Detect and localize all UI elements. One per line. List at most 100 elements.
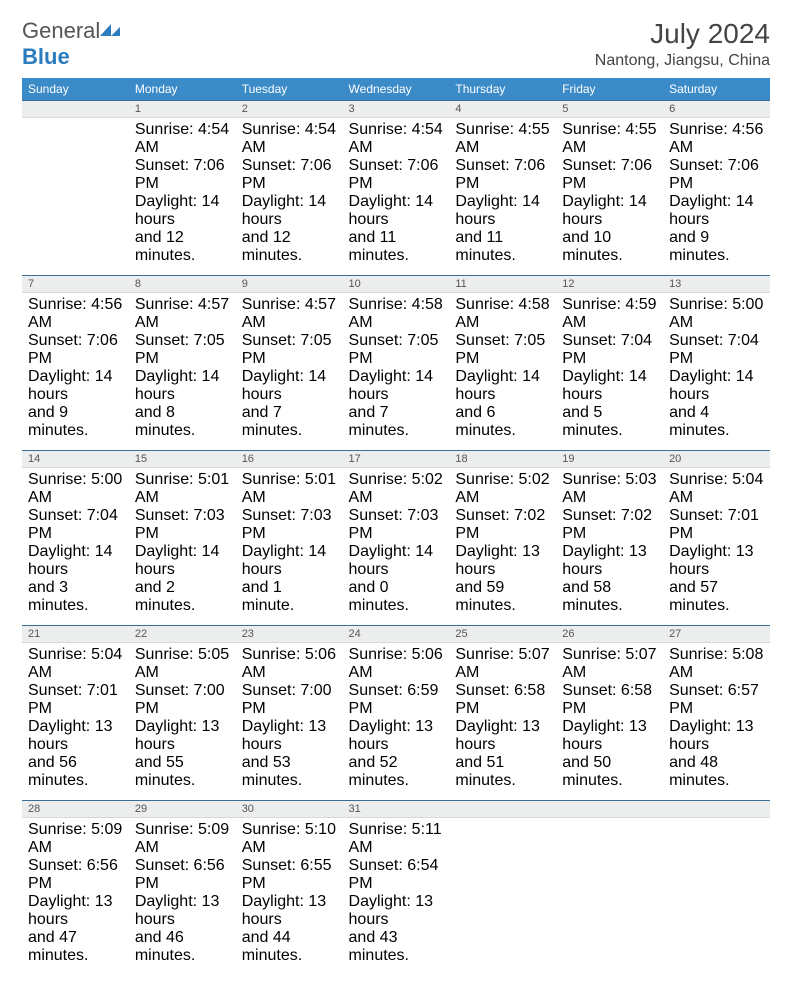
day-info-line: Sunrise: 5:01 AM — [242, 471, 337, 507]
day-header: Monday — [129, 78, 236, 101]
day-info-line: Sunrise: 4:57 AM — [242, 296, 337, 332]
day-number: 23 — [236, 626, 343, 643]
day-cell: Sunrise: 5:06 AMSunset: 6:59 PMDaylight:… — [343, 643, 450, 801]
day-cell: Sunrise: 4:58 AMSunset: 7:05 PMDaylight:… — [343, 293, 450, 451]
day-number: 22 — [129, 626, 236, 643]
day-info-line: and 11 minutes. — [455, 229, 550, 265]
day-header: Friday — [556, 78, 663, 101]
day-info-line: and 7 minutes. — [242, 404, 337, 440]
day-info-line: Sunrise: 4:58 AM — [349, 296, 444, 332]
day-number: 17 — [343, 451, 450, 468]
day-info-line: Sunrise: 5:04 AM — [669, 471, 764, 507]
day-number: 4 — [449, 101, 556, 118]
day-info-line: Daylight: 13 hours — [349, 718, 444, 754]
day-info-line: Sunset: 7:06 PM — [28, 332, 123, 368]
day-number — [449, 801, 556, 818]
day-info-line: Daylight: 13 hours — [669, 543, 764, 579]
day-number: 14 — [22, 451, 129, 468]
logo-triangle-icon — [100, 22, 122, 38]
day-info-line: Daylight: 14 hours — [349, 543, 444, 579]
day-header: Thursday — [449, 78, 556, 101]
day-info-line: and 43 minutes. — [349, 929, 444, 965]
day-cell: Sunrise: 4:58 AMSunset: 7:05 PMDaylight:… — [449, 293, 556, 451]
day-info-line: Daylight: 13 hours — [242, 718, 337, 754]
day-header: Tuesday — [236, 78, 343, 101]
day-content-row: Sunrise: 4:56 AMSunset: 7:06 PMDaylight:… — [22, 293, 770, 451]
day-number: 18 — [449, 451, 556, 468]
day-cell: Sunrise: 5:01 AMSunset: 7:03 PMDaylight:… — [129, 468, 236, 626]
day-info-line: and 46 minutes. — [135, 929, 230, 965]
day-number: 25 — [449, 626, 556, 643]
day-info-line: Sunrise: 4:57 AM — [135, 296, 230, 332]
day-header: Saturday — [663, 78, 770, 101]
day-info-line: Daylight: 13 hours — [562, 543, 657, 579]
page-title: July 2024 — [595, 18, 770, 50]
day-cell: Sunrise: 5:08 AMSunset: 6:57 PMDaylight:… — [663, 643, 770, 801]
day-cell: Sunrise: 5:02 AMSunset: 7:02 PMDaylight:… — [449, 468, 556, 626]
day-info-line: Sunrise: 5:07 AM — [455, 646, 550, 682]
day-cell: Sunrise: 4:55 AMSunset: 7:06 PMDaylight:… — [449, 118, 556, 276]
day-number: 16 — [236, 451, 343, 468]
day-cell: Sunrise: 4:56 AMSunset: 7:06 PMDaylight:… — [663, 118, 770, 276]
day-cell: Sunrise: 5:07 AMSunset: 6:58 PMDaylight:… — [556, 643, 663, 801]
day-number: 2 — [236, 101, 343, 118]
day-info-line: and 57 minutes. — [669, 579, 764, 615]
day-number: 6 — [663, 101, 770, 118]
day-info-line: and 58 minutes. — [562, 579, 657, 615]
day-info-line: Daylight: 14 hours — [669, 368, 764, 404]
day-info-line: Sunset: 7:01 PM — [669, 507, 764, 543]
day-info-line: Sunset: 7:06 PM — [455, 157, 550, 193]
day-number: 3 — [343, 101, 450, 118]
day-cell: Sunrise: 4:57 AMSunset: 7:05 PMDaylight:… — [236, 293, 343, 451]
day-info-line: Sunset: 6:56 PM — [28, 857, 123, 893]
day-cell: Sunrise: 5:11 AMSunset: 6:54 PMDaylight:… — [343, 818, 450, 976]
day-info-line: and 12 minutes. — [242, 229, 337, 265]
day-number: 7 — [22, 276, 129, 293]
logo-text-1: General — [22, 18, 100, 43]
day-number-row: 78910111213 — [22, 276, 770, 293]
day-info-line: Sunrise: 5:05 AM — [135, 646, 230, 682]
logo-text: GeneralBlue — [22, 18, 122, 70]
calendar-page: GeneralBlue July 2024 Nantong, Jiangsu, … — [0, 0, 792, 993]
day-info-line: and 44 minutes. — [242, 929, 337, 965]
day-number-row: 123456 — [22, 101, 770, 118]
day-number-row: 21222324252627 — [22, 626, 770, 643]
day-info-line: Daylight: 14 hours — [669, 193, 764, 229]
day-info-line: Sunset: 6:54 PM — [349, 857, 444, 893]
day-cell: Sunrise: 5:06 AMSunset: 7:00 PMDaylight:… — [236, 643, 343, 801]
day-info-line: Sunset: 7:06 PM — [562, 157, 657, 193]
day-info-line: Sunrise: 5:04 AM — [28, 646, 123, 682]
day-info-line: and 3 minutes. — [28, 579, 123, 615]
day-info-line: Daylight: 14 hours — [562, 193, 657, 229]
day-info-line: Daylight: 14 hours — [28, 543, 123, 579]
day-info-line: Sunrise: 5:06 AM — [349, 646, 444, 682]
day-info-line: Sunrise: 5:00 AM — [28, 471, 123, 507]
day-cell — [449, 818, 556, 976]
day-content-row: Sunrise: 4:54 AMSunset: 7:06 PMDaylight:… — [22, 118, 770, 276]
day-info-line: Sunset: 6:55 PM — [242, 857, 337, 893]
day-cell: Sunrise: 4:59 AMSunset: 7:04 PMDaylight:… — [556, 293, 663, 451]
day-cell: Sunrise: 5:04 AMSunset: 7:01 PMDaylight:… — [22, 643, 129, 801]
day-cell: Sunrise: 5:02 AMSunset: 7:03 PMDaylight:… — [343, 468, 450, 626]
day-info-line: and 8 minutes. — [135, 404, 230, 440]
day-number: 12 — [556, 276, 663, 293]
day-number: 28 — [22, 801, 129, 818]
day-cell: Sunrise: 5:05 AMSunset: 7:00 PMDaylight:… — [129, 643, 236, 801]
day-info-line: Sunrise: 4:56 AM — [669, 121, 764, 157]
day-cell: Sunrise: 4:54 AMSunset: 7:06 PMDaylight:… — [129, 118, 236, 276]
day-info-line: Sunrise: 5:07 AM — [562, 646, 657, 682]
day-info-line: Sunset: 7:04 PM — [562, 332, 657, 368]
day-info-line: Sunrise: 4:55 AM — [562, 121, 657, 157]
day-number: 1 — [129, 101, 236, 118]
day-info-line: and 2 minutes. — [135, 579, 230, 615]
day-info-line: and 59 minutes. — [455, 579, 550, 615]
day-info-line: and 10 minutes. — [562, 229, 657, 265]
day-info-line: and 52 minutes. — [349, 754, 444, 790]
day-info-line: and 48 minutes. — [669, 754, 764, 790]
day-info-line: Sunset: 7:03 PM — [135, 507, 230, 543]
day-number: 15 — [129, 451, 236, 468]
day-cell: Sunrise: 4:57 AMSunset: 7:05 PMDaylight:… — [129, 293, 236, 451]
day-cell: Sunrise: 5:09 AMSunset: 6:56 PMDaylight:… — [22, 818, 129, 976]
day-info-line: and 55 minutes. — [135, 754, 230, 790]
day-info-line: Sunrise: 4:54 AM — [349, 121, 444, 157]
